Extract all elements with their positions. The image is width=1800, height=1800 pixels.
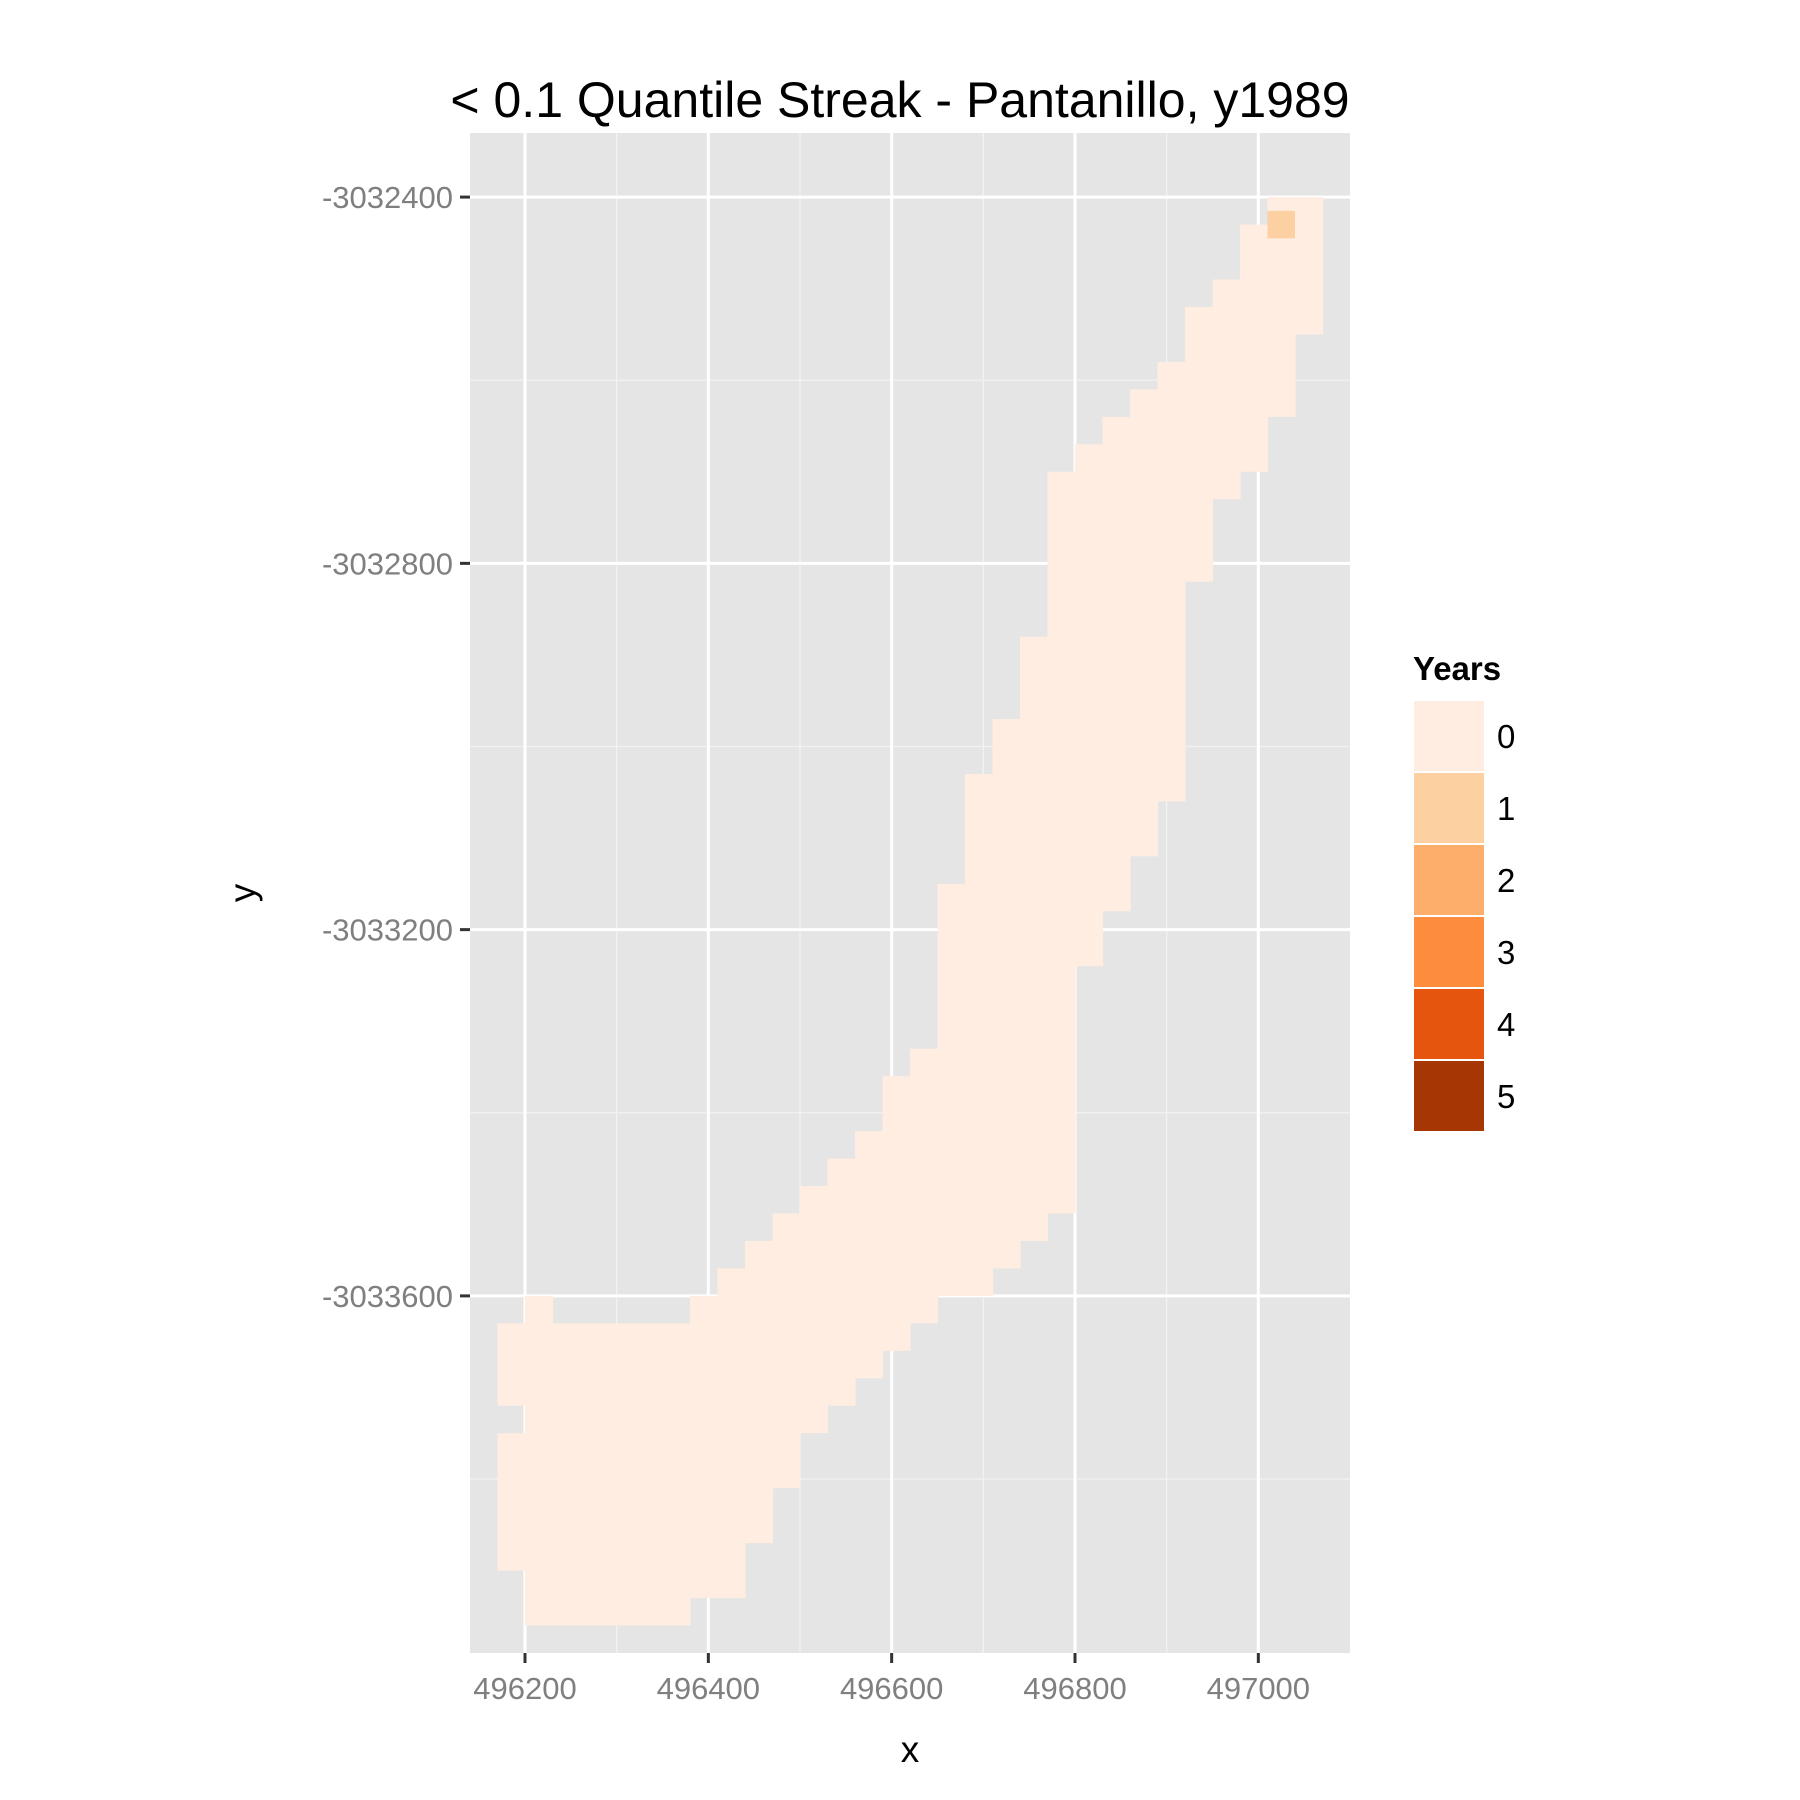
y-axis-title: y <box>222 883 263 902</box>
x-tick-label: 496200 <box>473 1671 576 1706</box>
x-tick-label: 496800 <box>1023 1671 1126 1706</box>
heatmap-cell-column <box>580 1323 609 1626</box>
legend-label-5: 5 <box>1497 1078 1515 1115</box>
legend-title: Years <box>1413 650 1501 687</box>
heatmap-cell-column <box>662 1323 691 1626</box>
legend-label-0: 0 <box>1497 718 1515 755</box>
heatmap-cell-column <box>855 1131 884 1379</box>
heatmap-cell-column <box>1047 471 1076 1214</box>
heatmap-cells <box>497 197 1324 1626</box>
legend-key-2 <box>1412 843 1486 917</box>
heatmap-cell-column <box>717 1268 746 1599</box>
plot-panel <box>470 133 1350 1653</box>
heatmap-cell-column <box>1212 279 1241 500</box>
heatmap-cell-column <box>497 1433 526 1571</box>
legend-key-0 <box>1412 699 1486 773</box>
legend-key-1 <box>1412 771 1486 845</box>
heatmap-cell-column <box>1295 197 1324 335</box>
x-tick-label: 496600 <box>840 1671 943 1706</box>
x-tick-label: 496400 <box>657 1671 760 1706</box>
heatmap-cell-column <box>497 1323 526 1406</box>
legend-label-3: 3 <box>1497 934 1515 971</box>
heatmap-cell-column <box>772 1213 801 1489</box>
heatmap-cell-column <box>1157 361 1186 802</box>
heatmap-cell-column <box>745 1240 774 1544</box>
legend-key-5 <box>1412 1059 1486 1133</box>
heatmap-cell-column <box>1185 306 1214 582</box>
heatmap-cell-column <box>800 1186 829 1434</box>
heatmap-cell-column <box>690 1295 719 1599</box>
legend-label-4: 4 <box>1497 1006 1515 1043</box>
y-axis: -3032400 -3032800 -3033200 -3033600 <box>322 180 470 1314</box>
legend-keys: 0 1 2 3 4 5 <box>1412 699 1515 1133</box>
heatmap-cell-column <box>827 1158 856 1406</box>
heatmap-cell-column <box>635 1323 664 1626</box>
legend: Years 0 1 2 3 4 5 <box>1412 650 1515 1133</box>
y-tick-label: -3032800 <box>322 546 453 581</box>
x-tick-label: 497000 <box>1207 1671 1310 1706</box>
y-tick-label: -3033600 <box>322 1279 453 1314</box>
heatmap-cell-column <box>1102 416 1131 912</box>
heatmap-cell-column <box>607 1323 636 1626</box>
legend-key-4 <box>1412 987 1486 1061</box>
y-tick-label: -3032400 <box>322 180 453 215</box>
heatmap-cell-column <box>882 1076 911 1351</box>
heatmap-cell-column <box>1240 224 1269 472</box>
heatmap-cell-column <box>1075 444 1104 967</box>
legend-label-2: 2 <box>1497 862 1515 899</box>
heatmap-cell-column <box>992 719 1021 1269</box>
x-axis: 496200 496400 496600 496800 497000 <box>473 1653 1310 1706</box>
heatmap-cell-column <box>525 1295 554 1626</box>
chart-title: < 0.1 Quantile Streak - Pantanillo, y198… <box>450 72 1349 128</box>
x-axis-title: x <box>901 1729 920 1770</box>
heatmap-cell-column <box>910 1048 939 1324</box>
heatmap-cell-highlight <box>1267 210 1295 239</box>
heatmap-cell-column <box>1020 636 1049 1241</box>
heatmap-cell-column <box>965 773 994 1296</box>
y-tick-label: -3033200 <box>322 913 453 948</box>
legend-label-1: 1 <box>1497 790 1515 827</box>
heatmap-cell-column <box>937 883 966 1296</box>
heatmap-cell-column <box>1130 389 1159 857</box>
heatmap-cell-column <box>552 1323 581 1626</box>
legend-key-3 <box>1412 915 1486 989</box>
